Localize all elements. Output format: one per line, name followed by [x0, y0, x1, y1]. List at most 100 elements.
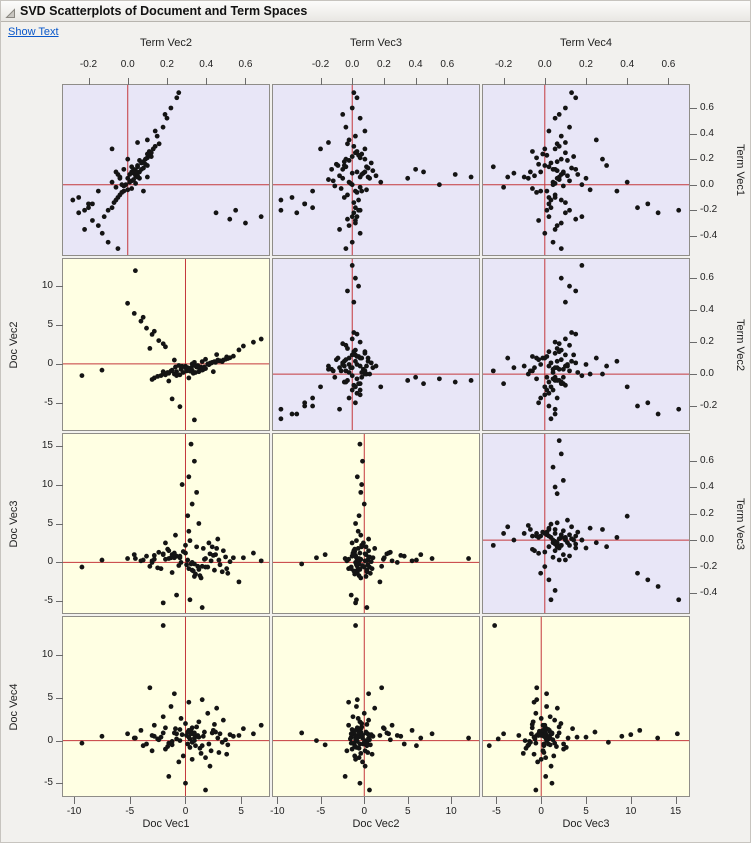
data-point[interactable]	[676, 597, 682, 603]
data-point[interactable]	[163, 540, 168, 546]
data-point[interactable]	[349, 373, 355, 379]
data-point[interactable]	[160, 551, 166, 557]
data-point[interactable]	[619, 733, 625, 739]
data-point[interactable]	[674, 731, 680, 737]
data-point[interactable]	[171, 357, 177, 363]
data-point[interactable]	[372, 546, 378, 551]
data-point[interactable]	[614, 188, 620, 194]
data-point[interactable]	[236, 733, 242, 738]
data-point[interactable]	[361, 739, 367, 745]
data-point[interactable]	[121, 166, 127, 172]
data-point[interactable]	[527, 527, 533, 532]
data-point[interactable]	[523, 745, 529, 751]
data-point[interactable]	[373, 173, 379, 179]
data-point[interactable]	[148, 154, 154, 159]
data-point[interactable]	[171, 691, 177, 697]
data-point[interactable]	[563, 363, 568, 369]
data-point[interactable]	[554, 395, 560, 401]
data-point[interactable]	[569, 165, 574, 171]
data-point[interactable]	[177, 555, 183, 561]
data-point[interactable]	[549, 780, 555, 786]
data-point[interactable]	[522, 738, 528, 743]
data-point[interactable]	[357, 780, 363, 786]
data-point[interactable]	[76, 195, 82, 200]
data-point[interactable]	[544, 691, 549, 697]
data-point[interactable]	[340, 175, 346, 181]
data-point[interactable]	[225, 570, 231, 576]
data-point[interactable]	[206, 540, 212, 546]
data-point[interactable]	[554, 141, 560, 147]
data-point[interactable]	[516, 733, 522, 738]
data-point[interactable]	[191, 417, 197, 423]
data-point[interactable]	[176, 759, 182, 765]
data-point[interactable]	[119, 189, 125, 195]
data-point[interactable]	[174, 373, 179, 378]
data-point[interactable]	[216, 557, 222, 563]
data-point[interactable]	[364, 605, 370, 610]
data-point[interactable]	[349, 540, 355, 546]
scatter-plot-canvas[interactable]	[483, 434, 689, 613]
term-scatter-panel-r1c3[interactable]	[482, 84, 690, 256]
data-point[interactable]	[202, 364, 207, 370]
data-point[interactable]	[162, 111, 168, 117]
data-point[interactable]	[567, 542, 572, 548]
data-point[interactable]	[99, 557, 105, 563]
data-point[interactable]	[90, 218, 95, 223]
data-point[interactable]	[227, 216, 233, 222]
data-point[interactable]	[164, 115, 170, 121]
data-point[interactable]	[349, 336, 355, 342]
data-point[interactable]	[530, 186, 535, 191]
data-point[interactable]	[354, 736, 359, 742]
data-point[interactable]	[82, 207, 87, 213]
data-point[interactable]	[363, 574, 369, 579]
data-point[interactable]	[179, 482, 185, 487]
data-point[interactable]	[573, 541, 579, 547]
data-point[interactable]	[429, 556, 435, 561]
data-point[interactable]	[351, 382, 357, 388]
data-point[interactable]	[366, 735, 372, 741]
data-point[interactable]	[79, 740, 85, 746]
data-point[interactable]	[542, 392, 548, 398]
data-point[interactable]	[558, 357, 564, 363]
data-point[interactable]	[549, 731, 555, 737]
data-point[interactable]	[299, 730, 305, 736]
data-point[interactable]	[567, 124, 572, 130]
data-point[interactable]	[144, 553, 149, 559]
data-point[interactable]	[593, 355, 599, 361]
data-point[interactable]	[593, 137, 599, 143]
data-point[interactable]	[186, 566, 192, 572]
data-point[interactable]	[318, 146, 323, 152]
data-point[interactable]	[569, 90, 574, 96]
scatter-plot-canvas[interactable]	[273, 259, 479, 430]
data-point[interactable]	[436, 182, 442, 188]
data-point[interactable]	[364, 363, 369, 369]
data-point[interactable]	[343, 164, 349, 170]
data-point[interactable]	[213, 210, 219, 216]
data-point[interactable]	[111, 200, 117, 205]
data-point[interactable]	[310, 205, 316, 211]
data-point[interactable]	[160, 714, 166, 720]
data-point[interactable]	[530, 149, 535, 154]
data-point[interactable]	[546, 214, 552, 220]
data-point[interactable]	[377, 579, 383, 585]
data-point[interactable]	[152, 128, 158, 134]
data-point[interactable]	[354, 169, 360, 175]
data-point[interactable]	[139, 160, 144, 166]
data-point[interactable]	[413, 166, 419, 172]
data-point[interactable]	[346, 395, 352, 401]
data-point[interactable]	[525, 175, 531, 181]
data-point[interactable]	[565, 158, 570, 163]
data-point[interactable]	[349, 727, 355, 732]
data-point[interactable]	[202, 729, 207, 735]
data-point[interactable]	[351, 210, 357, 216]
scatter-plot-canvas[interactable]	[273, 434, 479, 613]
data-point[interactable]	[147, 345, 153, 351]
data-point[interactable]	[558, 542, 564, 548]
data-point[interactable]	[185, 513, 191, 519]
data-point[interactable]	[357, 184, 363, 190]
data-point[interactable]	[220, 717, 226, 723]
data-point[interactable]	[194, 489, 200, 495]
data-point[interactable]	[216, 358, 222, 364]
data-point[interactable]	[227, 559, 233, 565]
data-point[interactable]	[156, 549, 162, 555]
